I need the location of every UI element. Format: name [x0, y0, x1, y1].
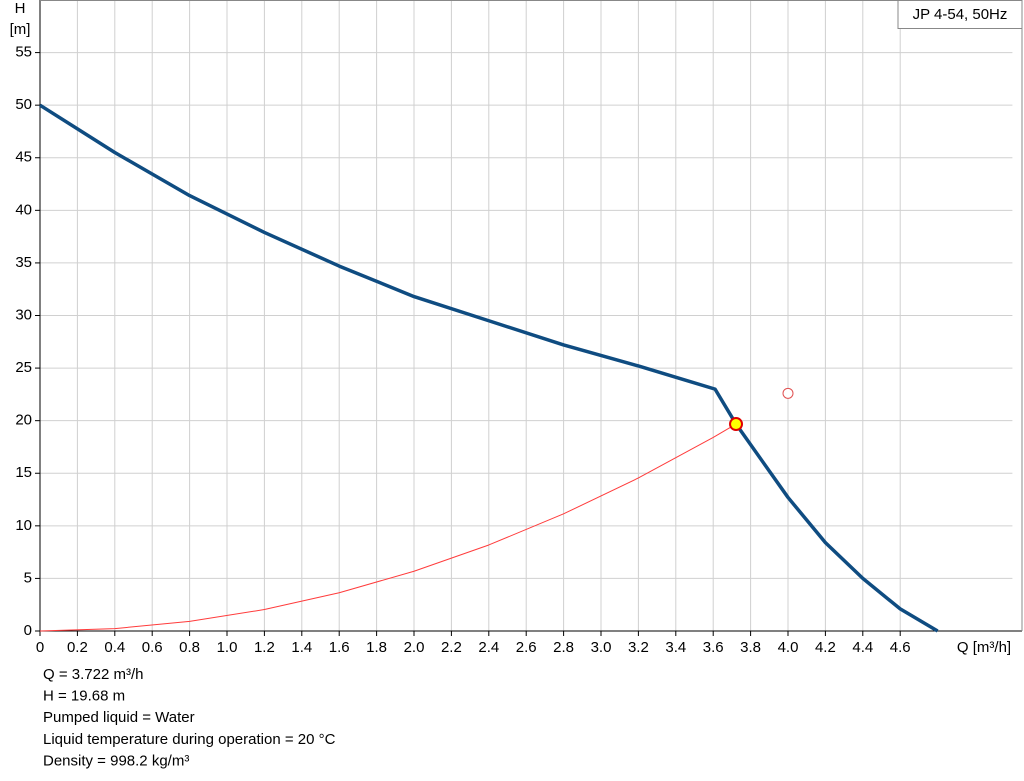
- info-line: Liquid temperature during operation = 20…: [43, 731, 336, 748]
- y-tick-label: 20: [15, 412, 32, 429]
- y-tick-label: 50: [15, 96, 32, 113]
- y-tick-label: 25: [15, 359, 32, 376]
- y-tick-label: 0: [24, 622, 32, 639]
- y-tick-label: 5: [24, 569, 32, 586]
- y-tick-label: 10: [15, 517, 32, 534]
- x-tick-label: 2.4: [478, 639, 499, 656]
- x-tick-label: 2.6: [516, 639, 537, 656]
- y-tick-label: 40: [15, 201, 32, 218]
- reference-point: [782, 387, 794, 399]
- x-tick-label: 3.0: [591, 639, 612, 656]
- x-tick-label: 0.8: [179, 639, 200, 656]
- x-tick-label: 0: [36, 639, 44, 656]
- y-tick-label: 30: [15, 306, 32, 323]
- x-tick-label: 2.2: [441, 639, 462, 656]
- info-line: H = 19.68 m: [43, 688, 125, 705]
- x-tick-label: 1.8: [366, 639, 387, 656]
- y-tick-label: 15: [15, 464, 32, 481]
- x-tick-label: 4.6: [890, 639, 911, 656]
- legend-box: [897, 0, 1023, 29]
- x-tick-label: 4.2: [815, 639, 836, 656]
- info-line: Pumped liquid = Water: [43, 709, 195, 726]
- x-tick-label: 0.6: [142, 639, 163, 656]
- y-tick-label: 35: [15, 254, 32, 271]
- x-tick-label: 4.0: [778, 639, 799, 656]
- duty-point: [729, 417, 744, 432]
- x-tick-label: 0.2: [67, 639, 88, 656]
- x-tick-label: 2.8: [553, 639, 574, 656]
- x-tick-label: 1.0: [217, 639, 238, 656]
- x-tick-label: 0.4: [104, 639, 125, 656]
- x-tick-label: 1.6: [329, 639, 350, 656]
- x-tick-label: 4.4: [852, 639, 873, 656]
- info-line: Q = 3.722 m³/h: [43, 666, 143, 683]
- curve: [39, 423, 737, 632]
- y-axis-unit: [m]: [10, 21, 31, 38]
- x-axis-label: Q [m³/h]: [957, 639, 1011, 656]
- x-tick-label: 3.2: [628, 639, 649, 656]
- y-tick-label: 45: [15, 149, 32, 166]
- x-tick-label: 3.4: [665, 639, 686, 656]
- curve: [39, 103, 939, 633]
- x-tick-label: 2.0: [404, 639, 425, 656]
- x-tick-label: 3.6: [703, 639, 724, 656]
- x-tick-label: 3.8: [740, 639, 761, 656]
- legend-label: JP 4-54, 50Hz: [913, 6, 1008, 23]
- x-tick-label: 1.2: [254, 639, 275, 656]
- x-tick-label: 1.4: [291, 639, 312, 656]
- y-axis-label: H: [15, 0, 26, 17]
- info-line: Density = 998.2 kg/m³: [43, 752, 189, 769]
- y-tick-label: 55: [15, 44, 32, 61]
